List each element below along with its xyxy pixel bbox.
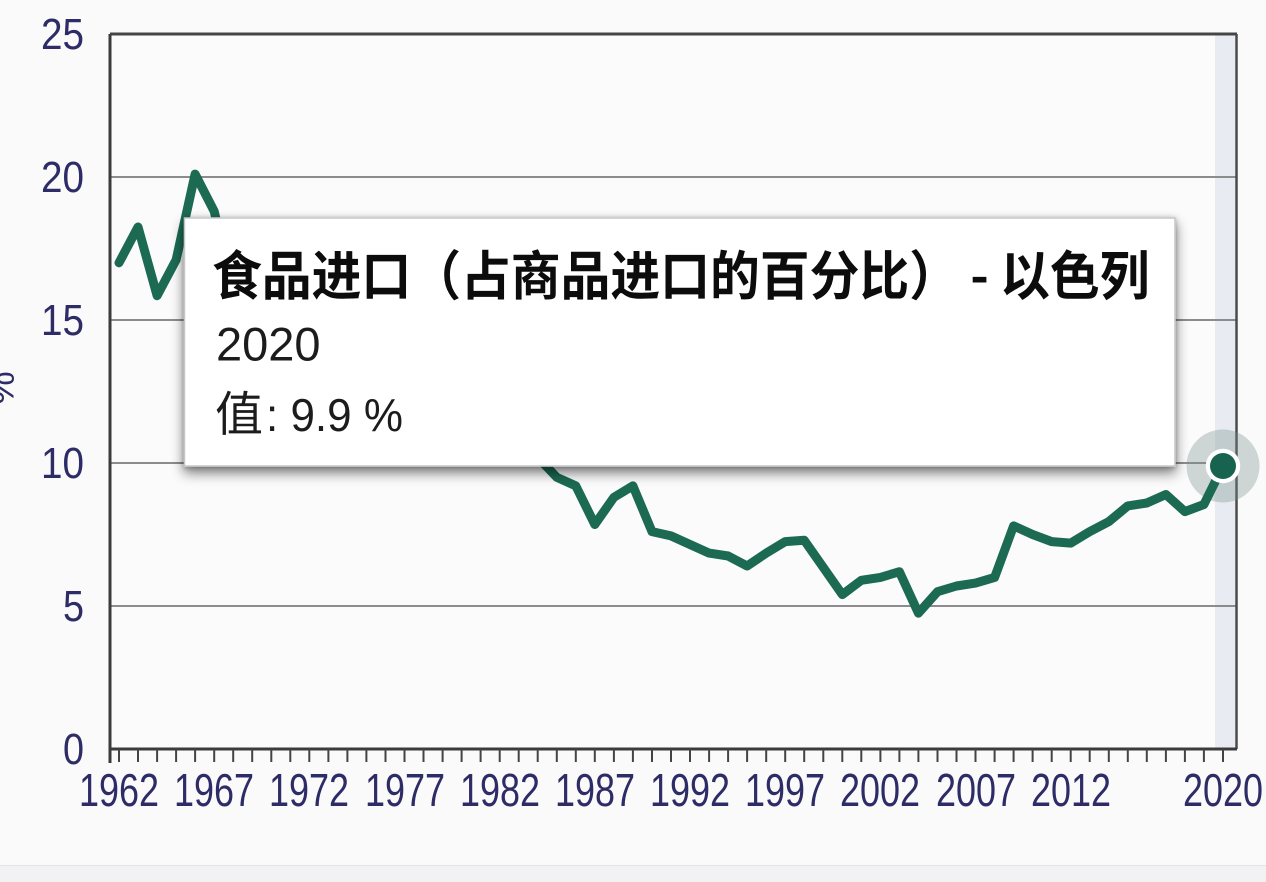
svg-text:: 9.9 %: : 9.9 % bbox=[266, 389, 403, 441]
svg-text:20: 20 bbox=[41, 153, 84, 202]
svg-text:0: 0 bbox=[63, 725, 84, 774]
svg-text:1972: 1972 bbox=[269, 764, 349, 816]
svg-text:1992: 1992 bbox=[650, 764, 730, 816]
svg-text:2002: 2002 bbox=[840, 764, 920, 816]
svg-text:%: % bbox=[0, 371, 23, 405]
svg-text:2020: 2020 bbox=[216, 318, 321, 371]
svg-text:25: 25 bbox=[41, 10, 84, 59]
svg-text:2007: 2007 bbox=[936, 764, 1016, 816]
svg-text:2020: 2020 bbox=[1183, 764, 1263, 816]
svg-text:1962: 1962 bbox=[79, 764, 159, 816]
svg-text:1967: 1967 bbox=[174, 764, 254, 816]
svg-text:1997: 1997 bbox=[745, 764, 825, 816]
svg-text:1987: 1987 bbox=[555, 764, 635, 816]
svg-text:1982: 1982 bbox=[460, 764, 540, 816]
svg-text:2012: 2012 bbox=[1031, 764, 1111, 816]
svg-text:10: 10 bbox=[41, 439, 84, 488]
svg-text:15: 15 bbox=[41, 296, 84, 345]
svg-text:5: 5 bbox=[63, 582, 84, 631]
svg-text:1977: 1977 bbox=[365, 764, 445, 816]
